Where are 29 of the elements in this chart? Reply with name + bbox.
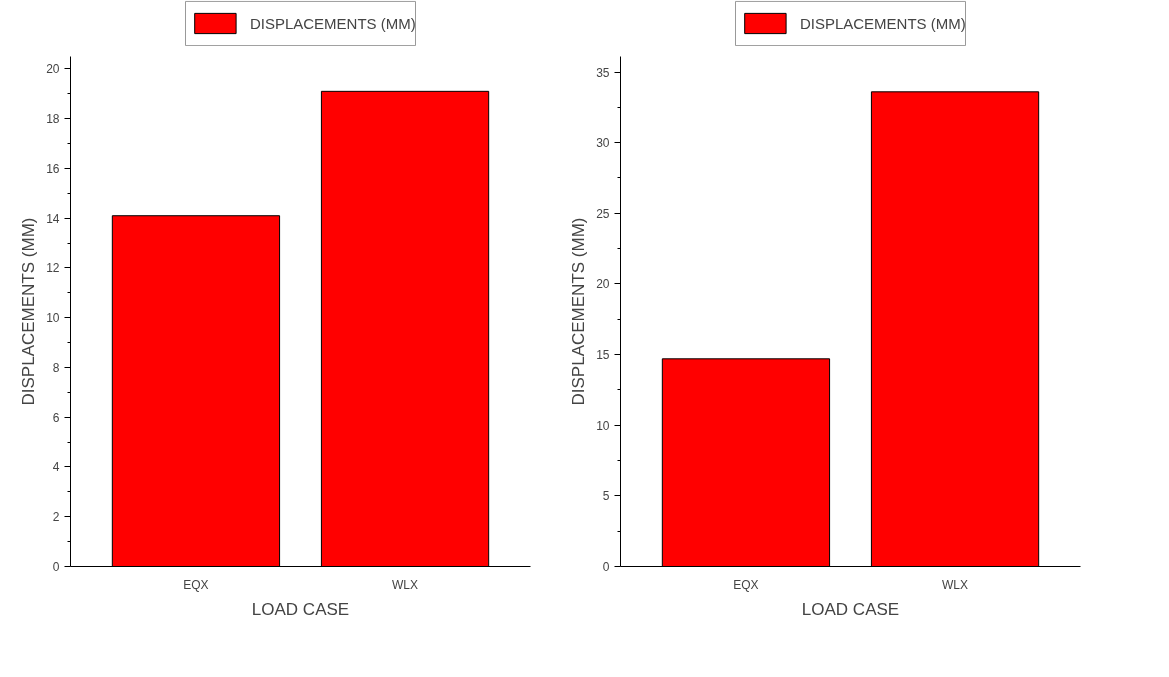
- x-tick-label: EQX: [183, 577, 209, 592]
- y-tick-label: 16: [46, 161, 60, 176]
- y-tick-label: 2: [52, 510, 60, 525]
- y-tick-label: 5: [602, 489, 610, 504]
- legend-label: DISPLACEMENTS (MM): [799, 15, 966, 32]
- y-tick-label: 20: [46, 62, 60, 77]
- x-tick-label: EQX: [733, 577, 759, 592]
- y-tick-label: 18: [46, 112, 60, 127]
- y-axis-title: DISPLACEMENTS (MM): [569, 217, 589, 406]
- y-tick-label: 35: [596, 65, 610, 80]
- y-tick-label: 15: [596, 348, 610, 363]
- x-axis-title: LOAD CASE: [251, 599, 350, 619]
- y-tick-label: 0: [52, 560, 60, 574]
- y-tick-label: 30: [596, 136, 610, 151]
- y-tick-label: 4: [52, 460, 60, 475]
- y-tick-label: 14: [46, 211, 60, 226]
- y-tick-label: 8: [52, 360, 60, 375]
- y-tick-label: 10: [596, 418, 610, 433]
- x-tick-label: WLX: [392, 577, 419, 592]
- y-tick-label: 12: [46, 261, 60, 276]
- y-axis-title: DISPLACEMENTS (MM): [19, 217, 39, 406]
- x-axis-title: LOAD CASE: [801, 599, 900, 619]
- y-tick-label: 6: [52, 410, 60, 425]
- y-tick-label: 25: [596, 206, 610, 221]
- y-tick-label: 0: [602, 560, 610, 574]
- legend-label: DISPLACEMENTS (MM): [249, 15, 416, 32]
- y-tick-label: 10: [46, 311, 60, 326]
- y-tick-label: 20: [596, 277, 610, 292]
- x-tick-label: WLX: [942, 577, 969, 592]
